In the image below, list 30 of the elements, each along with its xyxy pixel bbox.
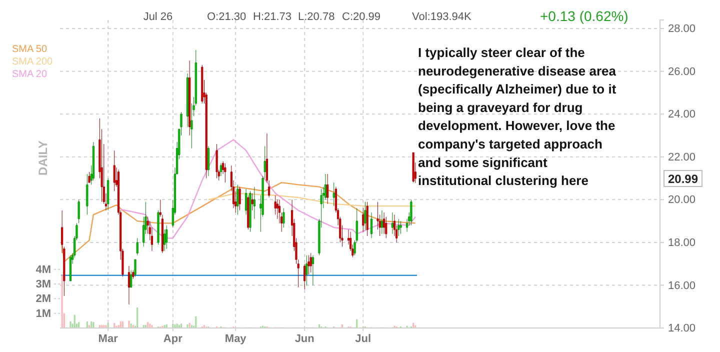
annotation: Vol:193.94K xyxy=(412,11,472,23)
y-tick-label: 20.00 xyxy=(668,194,696,206)
y2-tick-label: 4M xyxy=(36,264,51,276)
x-tick-label: Apr xyxy=(163,332,184,345)
text: 20.99 xyxy=(668,172,698,186)
annotation: Jul 26 xyxy=(143,11,173,23)
x-tick-label: May xyxy=(224,332,248,345)
annotation: H:21.73 xyxy=(253,11,292,23)
y2-tick-label: 3M xyxy=(36,278,51,291)
x-tick-label: Jun xyxy=(294,332,315,345)
annotation: L:20.78 xyxy=(298,11,335,23)
y-tick-label: 24.00 xyxy=(668,108,696,121)
y-tick-label: 22.00 xyxy=(668,151,696,164)
text: SMA 50 xyxy=(12,44,48,55)
annotation: I typically steer clear of the neurodegenerative disease area (specifically Alzheimer) due to it being a graveyard for drug development. However, love the company's targeted approach and some significant institutional clustering here xyxy=(418,45,617,188)
x-tick-label: Jul xyxy=(355,332,372,345)
text: DAILY xyxy=(36,140,50,176)
annotation: O:21.30 xyxy=(207,11,246,23)
annotation: +0.13 (0.62%) xyxy=(540,8,628,24)
annotation: C:20.99 xyxy=(342,11,381,23)
y-tick-label: 16.00 xyxy=(668,280,696,292)
y-tick-label: 18.00 xyxy=(668,236,696,249)
y-tick-label: 26.00 xyxy=(668,66,696,78)
text: SMA 20 xyxy=(12,69,48,80)
y2-tick-label: 2M xyxy=(36,293,51,306)
x-tick-label: Mar xyxy=(98,332,119,345)
y-tick-label: 28.00 xyxy=(668,23,696,36)
y2-tick-label: 1M xyxy=(36,308,51,320)
text: SMA 200 xyxy=(12,56,54,68)
y-tick-label: 14.00 xyxy=(668,322,696,335)
